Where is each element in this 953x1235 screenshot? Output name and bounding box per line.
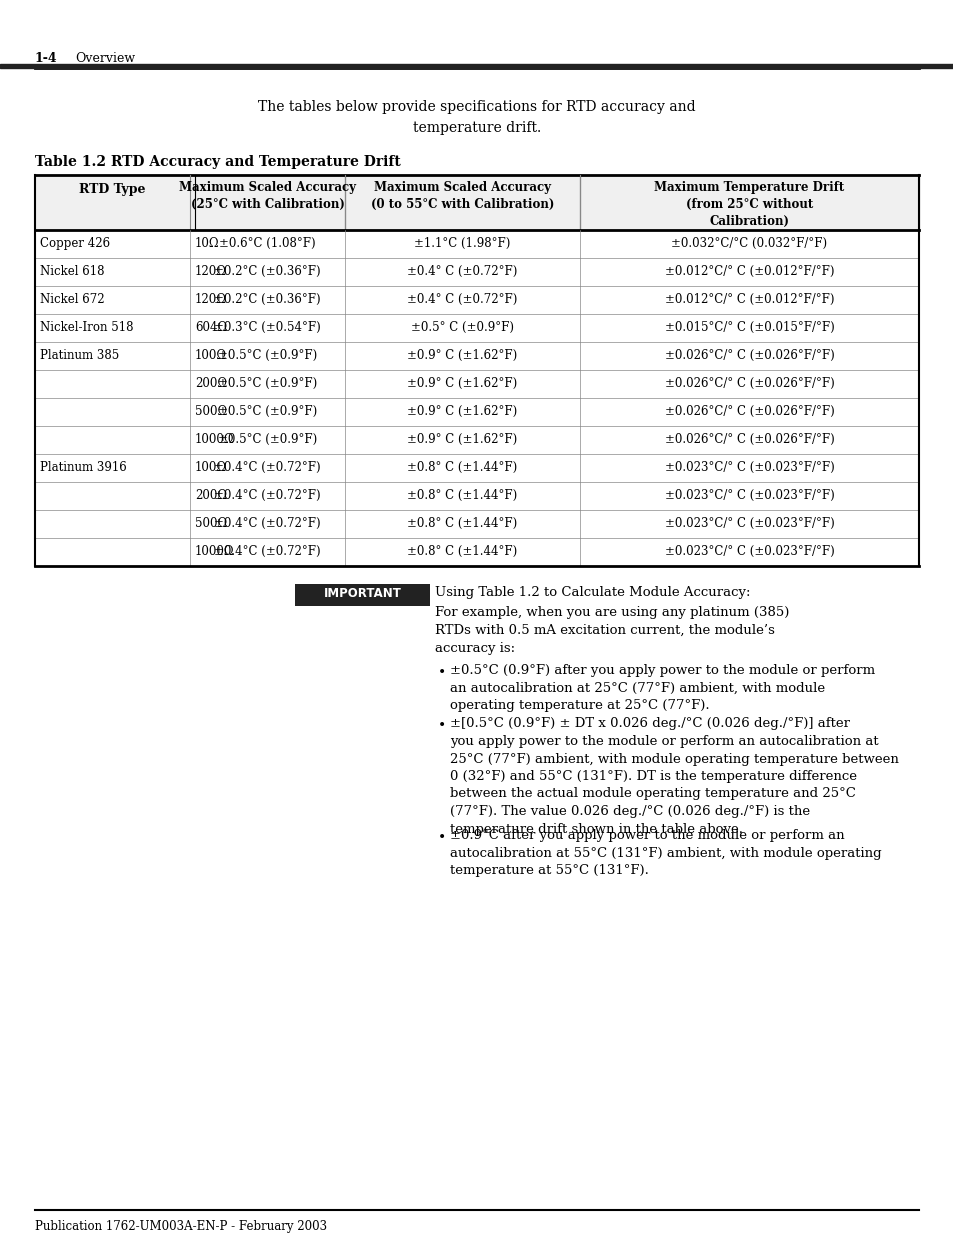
Text: •: • — [437, 666, 446, 680]
Text: 1000Ω: 1000Ω — [194, 433, 234, 446]
Text: 200Ω: 200Ω — [194, 377, 227, 390]
Text: 120Ω: 120Ω — [194, 293, 227, 306]
Text: ±0.9°C after you apply power to the module or perform an
autocalibration at 55°C: ±0.9°C after you apply power to the modu… — [450, 829, 881, 877]
Text: Platinum 3916: Platinum 3916 — [40, 461, 127, 474]
Text: ±0.4°C (±0.72°F): ±0.4°C (±0.72°F) — [214, 517, 320, 530]
Text: 604Ω: 604Ω — [194, 321, 227, 333]
Text: ±0.026°C/° C (±0.026°F/°F): ±0.026°C/° C (±0.026°F/°F) — [664, 405, 834, 417]
Text: Nickel-Iron 518: Nickel-Iron 518 — [40, 321, 133, 333]
Text: ±0.012°C/° C (±0.012°F/°F): ±0.012°C/° C (±0.012°F/°F) — [664, 266, 833, 278]
Text: ±0.015°C/° C (±0.015°F/°F): ±0.015°C/° C (±0.015°F/°F) — [664, 321, 834, 333]
Text: ±0.032°C/°C (0.032°F/°F): ±0.032°C/°C (0.032°F/°F) — [671, 237, 826, 249]
Bar — [0, 64, 953, 68]
Text: Maximum Temperature Drift
(from 25°C without
Calibration): Maximum Temperature Drift (from 25°C wit… — [654, 182, 843, 228]
Text: Publication 1762-UM003A-EN-P - February 2003: Publication 1762-UM003A-EN-P - February … — [35, 1220, 327, 1233]
Bar — [35, 175, 918, 230]
Text: 500Ω: 500Ω — [194, 517, 227, 530]
Text: ±0.8° C (±1.44°F): ±0.8° C (±1.44°F) — [407, 517, 517, 530]
Text: Overview: Overview — [75, 52, 135, 65]
Text: ±0.5°C (0.9°F) after you apply power to the module or perform
an autocalibration: ±0.5°C (0.9°F) after you apply power to … — [450, 664, 874, 713]
Text: ±0.5° C (±0.9°F): ±0.5° C (±0.9°F) — [411, 321, 514, 333]
Text: The tables below provide specifications for RTD accuracy and
temperature drift.: The tables below provide specifications … — [258, 100, 695, 135]
Text: ±0.8° C (±1.44°F): ±0.8° C (±1.44°F) — [407, 461, 517, 474]
Text: ±0.5°C (±0.9°F): ±0.5°C (±0.9°F) — [217, 377, 316, 390]
Text: ±0.9° C (±1.62°F): ±0.9° C (±1.62°F) — [407, 433, 517, 446]
Text: ±0.6°C (1.08°F): ±0.6°C (1.08°F) — [219, 237, 315, 249]
Text: ±0.023°C/° C (±0.023°F/°F): ±0.023°C/° C (±0.023°F/°F) — [664, 545, 834, 558]
Text: Platinum 385: Platinum 385 — [40, 350, 119, 362]
Text: ±0.026°C/° C (±0.026°F/°F): ±0.026°C/° C (±0.026°F/°F) — [664, 350, 834, 362]
Text: 1000Ω: 1000Ω — [194, 545, 234, 558]
Text: For example, when you are using any platinum (385)
RTDs with 0.5 mA excitation c: For example, when you are using any plat… — [435, 606, 788, 655]
Text: ±0.9° C (±1.62°F): ±0.9° C (±1.62°F) — [407, 350, 517, 362]
Text: RTD Type: RTD Type — [79, 183, 146, 196]
Text: ±0.8° C (±1.44°F): ±0.8° C (±1.44°F) — [407, 545, 517, 558]
Text: ±0.023°C/° C (±0.023°F/°F): ±0.023°C/° C (±0.023°F/°F) — [664, 461, 834, 474]
Text: ±0.4° C (±0.72°F): ±0.4° C (±0.72°F) — [407, 266, 517, 278]
Text: 120Ω: 120Ω — [194, 266, 227, 278]
Text: •: • — [437, 720, 446, 734]
Text: ±[0.5°C (0.9°F) ± DT x 0.026 deg./°C (0.026 deg./°F)] after
you apply power to t: ±[0.5°C (0.9°F) ± DT x 0.026 deg./°C (0.… — [450, 718, 898, 836]
Text: ±0.026°C/° C (±0.026°F/°F): ±0.026°C/° C (±0.026°F/°F) — [664, 377, 834, 390]
Bar — [294, 584, 430, 606]
Text: 1-4: 1-4 — [35, 52, 57, 65]
Text: ±0.4°C (±0.72°F): ±0.4°C (±0.72°F) — [214, 545, 320, 558]
Text: ±0.026°C/° C (±0.026°F/°F): ±0.026°C/° C (±0.026°F/°F) — [664, 433, 834, 446]
Text: ±0.2°C (±0.36°F): ±0.2°C (±0.36°F) — [214, 293, 320, 306]
Text: ±0.4° C (±0.72°F): ±0.4° C (±0.72°F) — [407, 293, 517, 306]
Text: ±1.1°C (1.98°F): ±1.1°C (1.98°F) — [414, 237, 510, 249]
Text: ±0.5°C (±0.9°F): ±0.5°C (±0.9°F) — [217, 433, 316, 446]
Text: ±0.012°C/° C (±0.012°F/°F): ±0.012°C/° C (±0.012°F/°F) — [664, 293, 833, 306]
Text: Copper 426: Copper 426 — [40, 237, 110, 249]
Text: Nickel 672: Nickel 672 — [40, 293, 105, 306]
Text: ±0.9° C (±1.62°F): ±0.9° C (±1.62°F) — [407, 377, 517, 390]
Text: 500Ω: 500Ω — [194, 405, 227, 417]
Text: Maximum Scaled Accuracy
(25°C with Calibration): Maximum Scaled Accuracy (25°C with Calib… — [179, 182, 355, 211]
Text: 100Ω: 100Ω — [194, 350, 227, 362]
Text: ±0.2°C (±0.36°F): ±0.2°C (±0.36°F) — [214, 266, 320, 278]
Text: ±0.023°C/° C (±0.023°F/°F): ±0.023°C/° C (±0.023°F/°F) — [664, 489, 834, 501]
Text: Maximum Scaled Accuracy
(0 to 55°C with Calibration): Maximum Scaled Accuracy (0 to 55°C with … — [371, 182, 554, 211]
Text: Using Table 1.2 to Calculate Module Accuracy:: Using Table 1.2 to Calculate Module Accu… — [435, 585, 750, 599]
Text: ±0.8° C (±1.44°F): ±0.8° C (±1.44°F) — [407, 489, 517, 501]
Text: ±0.4°C (±0.72°F): ±0.4°C (±0.72°F) — [214, 489, 320, 501]
Text: ±0.023°C/° C (±0.023°F/°F): ±0.023°C/° C (±0.023°F/°F) — [664, 517, 834, 530]
Text: ±0.3°C (±0.54°F): ±0.3°C (±0.54°F) — [213, 321, 320, 333]
Bar — [35, 65, 918, 68]
Text: ±0.4°C (±0.72°F): ±0.4°C (±0.72°F) — [214, 461, 320, 474]
Text: 100Ω: 100Ω — [194, 461, 227, 474]
Text: •: • — [437, 831, 446, 845]
Text: ±0.9° C (±1.62°F): ±0.9° C (±1.62°F) — [407, 405, 517, 417]
Text: Nickel 618: Nickel 618 — [40, 266, 105, 278]
Text: IMPORTANT: IMPORTANT — [323, 587, 401, 600]
Text: ±0.5°C (±0.9°F): ±0.5°C (±0.9°F) — [217, 350, 316, 362]
Text: Table 1.2 RTD Accuracy and Temperature Drift: Table 1.2 RTD Accuracy and Temperature D… — [35, 156, 400, 169]
Text: 10Ω: 10Ω — [194, 237, 219, 249]
Text: ±0.5°C (±0.9°F): ±0.5°C (±0.9°F) — [217, 405, 316, 417]
Text: 200Ω: 200Ω — [194, 489, 227, 501]
